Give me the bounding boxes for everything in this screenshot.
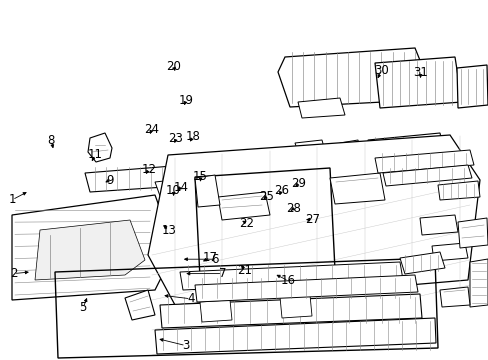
Text: 2: 2 [10,267,18,280]
Text: 31: 31 [412,66,427,78]
Polygon shape [148,135,479,305]
Polygon shape [374,150,473,173]
Polygon shape [374,57,461,108]
Text: 6: 6 [211,253,219,266]
Polygon shape [399,252,444,274]
Text: 13: 13 [161,224,176,237]
Text: 14: 14 [173,181,188,194]
Polygon shape [456,65,487,108]
Polygon shape [88,133,112,162]
Polygon shape [195,175,220,207]
Text: 1: 1 [8,193,16,206]
Text: 16: 16 [281,274,295,287]
Polygon shape [280,295,311,318]
Text: 19: 19 [178,94,193,107]
Text: 3: 3 [182,339,189,352]
Polygon shape [437,181,479,200]
Polygon shape [195,275,417,302]
Text: 30: 30 [373,64,388,77]
Text: 5: 5 [79,301,87,314]
Text: 23: 23 [168,132,183,145]
Text: 12: 12 [142,163,156,176]
Text: 29: 29 [290,177,305,190]
Polygon shape [382,165,471,186]
Polygon shape [85,165,195,192]
Text: 26: 26 [273,184,288,197]
Polygon shape [155,176,215,196]
Polygon shape [160,294,421,328]
Polygon shape [419,215,457,235]
Polygon shape [200,300,231,322]
Polygon shape [339,140,361,163]
Polygon shape [341,165,389,188]
Text: 11: 11 [88,148,102,161]
Text: 20: 20 [166,60,181,73]
Text: 25: 25 [259,190,273,203]
Polygon shape [278,48,429,107]
Polygon shape [180,262,402,290]
Polygon shape [469,259,487,307]
Polygon shape [12,195,175,300]
Polygon shape [35,220,145,280]
Text: 15: 15 [193,170,207,183]
Text: 28: 28 [285,202,300,215]
Text: 10: 10 [166,184,181,197]
Polygon shape [367,133,447,178]
Text: 4: 4 [186,292,194,305]
Polygon shape [297,98,345,118]
Text: 24: 24 [144,123,159,136]
Text: 9: 9 [106,174,114,186]
Text: 8: 8 [47,134,55,147]
Text: 7: 7 [218,267,226,280]
Polygon shape [294,140,325,158]
Polygon shape [329,173,384,204]
Polygon shape [457,218,487,248]
Polygon shape [155,318,435,354]
Polygon shape [125,290,155,320]
Text: 18: 18 [185,130,200,143]
Text: 17: 17 [203,251,217,264]
Polygon shape [431,243,467,261]
Polygon shape [439,287,469,307]
Polygon shape [218,192,269,220]
Text: 22: 22 [239,217,254,230]
Text: 21: 21 [237,264,251,276]
Text: 27: 27 [305,213,320,226]
